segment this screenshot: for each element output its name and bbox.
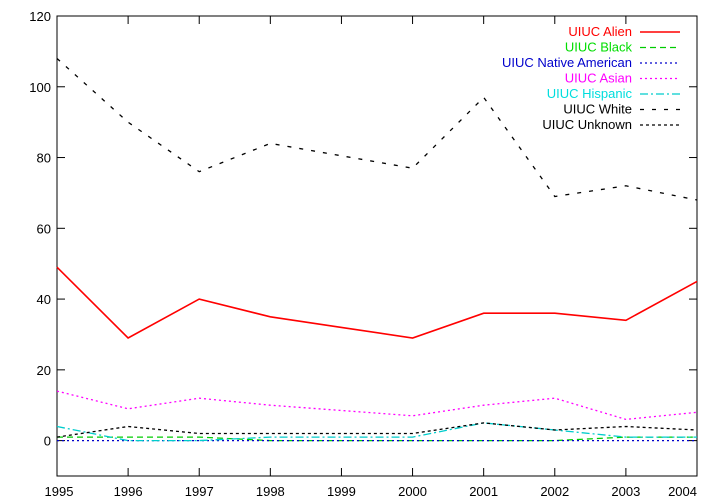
x-tick-label: 1998 — [256, 484, 285, 499]
axis-ticks: 0 20 40 60 80 100 120 1995 1996 1997 1998 1999 2000 2… — [29, 9, 698, 499]
x-tick-label: 1996 — [114, 484, 143, 499]
x-tick-label: 1995 — [45, 484, 74, 499]
x-tick-label: 1999 — [327, 484, 356, 499]
legend-label: UIUC Asian — [565, 71, 632, 86]
y-tick-label: 40 — [37, 292, 51, 307]
y-tick-label: 100 — [29, 80, 51, 95]
legend-label: UIUC Alien — [568, 24, 632, 39]
x-tick-label: 2004 — [668, 484, 697, 499]
x-tick-label: 2001 — [469, 484, 498, 499]
plot-frame — [56, 15, 698, 477]
y-tick-label: 120 — [29, 9, 51, 24]
series-line-uiuc-white — [56, 58, 698, 201]
x-tick-label: 2002 — [540, 484, 569, 499]
y-tick-label: 80 — [37, 151, 51, 166]
x-tick-label: 2003 — [611, 484, 640, 499]
x-tick-label: 1997 — [185, 484, 214, 499]
y-tick-label: 0 — [44, 434, 51, 449]
series-line-uiuc-asian — [56, 390, 698, 421]
y-tick-label: 60 — [37, 221, 51, 236]
legend-label: UIUC White — [563, 102, 632, 117]
series-line-uiuc-unknown — [56, 422, 698, 438]
series-line-uiuc-hispanic — [56, 422, 697, 442]
legend-label: UIUC Unknown — [542, 117, 632, 132]
legend-label: UIUC Black — [565, 40, 633, 55]
legend-label: UIUC Hispanic — [547, 86, 633, 101]
series-lines — [56, 58, 698, 442]
x-tick-label: 2000 — [398, 484, 427, 499]
y-tick-label: 20 — [37, 363, 51, 378]
series-line-uiuc-alien — [56, 266, 698, 339]
legend-label: UIUC Native American — [502, 55, 632, 70]
